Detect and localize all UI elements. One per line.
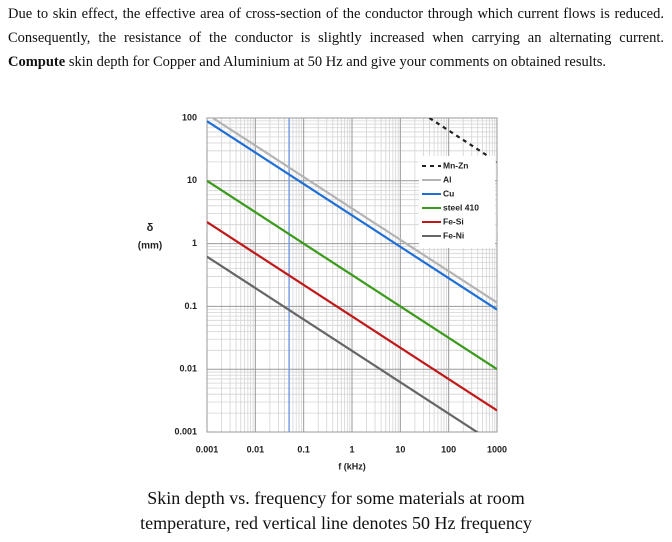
caption: Skin depth vs. frequency for some materi…: [0, 486, 672, 536]
y-tick-label: 0.01: [179, 364, 197, 374]
legend-label: Cu: [443, 188, 454, 198]
x-tick-label: 0.01: [247, 444, 265, 454]
legend-label: Fe-Si: [443, 216, 464, 226]
legend-label: steel 410: [443, 202, 479, 212]
labels: 0.001 0.01 0.1 1 10 100 1000 0.001 0.01 0.1 1 10 100: [174, 112, 507, 454]
legend-label: Fe-Ni: [443, 230, 464, 240]
question-text: Due to skin effect, the effective area o…: [8, 6, 664, 46]
x-tick-label: 10: [395, 444, 405, 454]
y-tick-label: 0.1: [184, 301, 197, 311]
x-tick-label: 0.001: [196, 444, 219, 454]
question-bold: Compute: [8, 54, 66, 70]
lines: [207, 118, 497, 432]
y-tick-label: 100: [182, 112, 197, 122]
x-axis-label: f (kHz): [338, 461, 366, 471]
series-line: [207, 179, 497, 371]
x-tick-label: 1: [349, 444, 354, 454]
x-tick-label: 1000: [487, 444, 507, 454]
series-line: [428, 118, 497, 163]
series-line: [207, 255, 479, 432]
x-tick-label: 100: [441, 444, 456, 454]
legend-label: Mn-Zn: [443, 160, 469, 170]
y-tick-label: 1: [192, 238, 197, 248]
series-line: [207, 120, 497, 311]
y-tick-label: 0.001: [174, 426, 197, 436]
caption-line: temperature, red vertical line denotes 5…: [140, 513, 532, 533]
series-line: [207, 221, 497, 412]
x-tick-label: 0.1: [297, 444, 310, 454]
question: Due to skin effect, the effective area o…: [8, 2, 664, 74]
caption-line: Skin depth vs. frequency for some materi…: [147, 488, 525, 508]
legend: Mn-Zn Al Cu steel 410 Fe-Si Fe-Ni: [419, 156, 495, 248]
y-axis-label: δ: [147, 222, 154, 234]
legend-box: [419, 156, 495, 248]
series-line: [210, 118, 497, 304]
y-tick-label: 10: [187, 175, 197, 185]
legend-label: Al: [443, 174, 452, 184]
y-axis-unit: (mm): [138, 241, 162, 252]
question-text: skin depth for Copper and Aluminium at 5…: [68, 54, 607, 70]
